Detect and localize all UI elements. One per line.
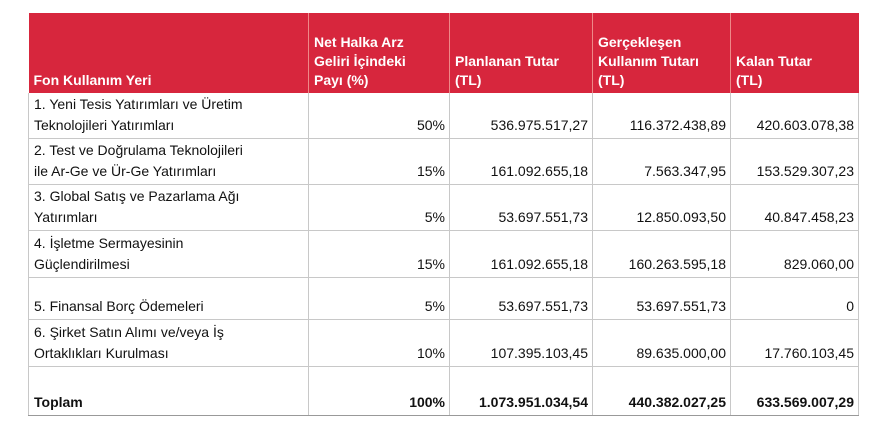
table-cell: 5. Finansal Borç Ödemeleri <box>28 277 309 320</box>
table-cell: 53.697.551,73 <box>449 184 593 231</box>
header-cell: Gerçekleşen Kullanım Tutarı (TL) <box>592 13 731 93</box>
cell-line: 2. Test ve Doğrulama Teknolojileri <box>34 142 243 158</box>
fund-table: Fon Kullanım Yeri Net Halka Arz Geliri İçi… <box>28 13 859 416</box>
header-cell: Kalan Tutar (TL) <box>730 13 859 93</box>
cell-line: 1. Yeni Tesis Yatırımları ve Üretim <box>34 96 243 112</box>
cell-line: Gerçekleşen <box>598 34 682 50</box>
cell-line: (TL) <box>736 72 763 88</box>
table-cell: 161.092.655,18 <box>449 230 593 278</box>
cell-line: (TL) <box>598 72 625 88</box>
table-cell: 153.529.307,23 <box>730 138 859 185</box>
table-cell: 0 <box>730 277 859 320</box>
cell-line: Net Halka Arz <box>314 34 404 50</box>
table-cell: 4. İşletme Sermayesinin Güçlendirilmesi <box>28 230 309 278</box>
table-cell: 2. Test ve Doğrulama Teknolojileri ile Ar… <box>28 138 309 185</box>
header-cell: Planlanan Tutar (TL) <box>449 13 593 93</box>
total-cell: Toplam <box>28 366 309 416</box>
table-row: 5. Finansal Borç Ödemeleri 5% 53.697.551,7… <box>28 277 859 320</box>
cell-line: Geliri İçindeki <box>314 53 406 69</box>
header-row: Fon Kullanım Yeri Net Halka Arz Geliri İçi… <box>28 13 859 93</box>
total-cell: 100% <box>308 366 450 416</box>
table-cell: 420.603.078,38 <box>730 93 859 139</box>
cell-line: Kullanım Tutarı <box>598 53 699 69</box>
cell-line: Fon Kullanım Yeri <box>33 72 152 88</box>
table-cell: 40.847.458,23 <box>730 184 859 231</box>
table-row: 2. Test ve Doğrulama Teknolojileri ile Ar… <box>28 138 859 185</box>
header-cell: Fon Kullanım Yeri <box>28 13 309 93</box>
cell-line: Payı (%) <box>314 72 369 88</box>
table-cell: 15% <box>308 138 450 185</box>
cell-line: ile Ar-Ge ve Ür-Ge Yatırımları <box>34 163 217 179</box>
table-cell: 53.697.551,73 <box>592 277 731 320</box>
cell-line: 5. Finansal Borç Ödemeleri <box>34 298 204 314</box>
table-cell: 50% <box>308 93 450 139</box>
table-cell: 5% <box>308 277 450 320</box>
table-cell: 160.263.595,18 <box>592 230 731 278</box>
cell-line: Teknolojileri Yatırımları <box>34 117 175 133</box>
cell-line: 4. İşletme Sermayesinin <box>34 235 184 251</box>
table-cell: 89.635.000,00 <box>592 319 731 367</box>
table-row: 4. İşletme Sermayesinin Güçlendirilmesi 15… <box>28 230 859 278</box>
table-cell: 1. Yeni Tesis Yatırımları ve Üretim Tekno… <box>28 93 309 139</box>
table-cell: 5% <box>308 184 450 231</box>
cell-line: Kalan Tutar <box>736 53 812 69</box>
table-row: 1. Yeni Tesis Yatırımları ve Üretim Tekno… <box>28 93 859 139</box>
table-cell: 15% <box>308 230 450 278</box>
cell-line: Toplam <box>34 394 83 410</box>
cell-line: 6. Şirket Satın Alımı ve/veya İş <box>34 324 224 340</box>
total-cell: 440.382.027,25 <box>592 366 731 416</box>
table-cell: 3. Global Satış ve Pazarlama Ağı Yatırıml… <box>28 184 309 231</box>
cell-line: 3. Global Satış ve Pazarlama Ağı <box>34 188 240 204</box>
cell-line: Güçlendirilmesi <box>34 256 130 272</box>
table-cell: 116.372.438,89 <box>592 93 731 139</box>
table-cell: 12.850.093,50 <box>592 184 731 231</box>
table-cell: 536.975.517,27 <box>449 93 593 139</box>
table-cell: 6. Şirket Satın Alımı ve/veya İş Ortaklık… <box>28 319 309 367</box>
table-cell: 107.395.103,45 <box>449 319 593 367</box>
cell-line: Ortaklıkları Kurulması <box>34 345 169 361</box>
table-cell: 161.092.655,18 <box>449 138 593 185</box>
cell-line: Planlanan Tutar <box>455 53 559 69</box>
table-cell: 53.697.551,73 <box>449 277 593 320</box>
table-cell: 10% <box>308 319 450 367</box>
table-cell: 829.060,00 <box>730 230 859 278</box>
table-body: 1. Yeni Tesis Yatırımları ve Üretim Tekno… <box>28 93 859 416</box>
header-cell: Net Halka Arz Geliri İçindeki Payı (%) <box>308 13 450 93</box>
cell-line: (TL) <box>455 72 482 88</box>
cell-line: Yatırımları <box>34 209 98 225</box>
total-row: Toplam 100% 1.073.951.034,54 440.382.027,25… <box>28 366 859 416</box>
table-row: 3. Global Satış ve Pazarlama Ağı Yatırıml… <box>28 184 859 231</box>
table-cell: 17.760.103,45 <box>730 319 859 367</box>
total-cell: 1.073.951.034,54 <box>449 366 593 416</box>
total-cell: 633.569.007,29 <box>730 366 859 416</box>
table-row: 6. Şirket Satın Alımı ve/veya İş Ortaklık… <box>28 319 859 367</box>
table-cell: 7.563.347,95 <box>592 138 731 185</box>
